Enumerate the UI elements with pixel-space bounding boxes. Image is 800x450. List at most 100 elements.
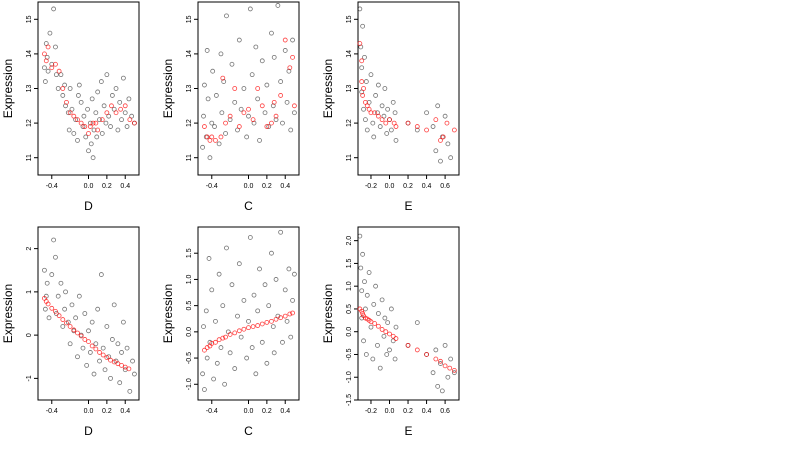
data-point-observed bbox=[83, 134, 89, 140]
data-point-fitted bbox=[45, 44, 51, 50]
data-point-fitted bbox=[60, 317, 66, 322]
data-point-observed bbox=[127, 388, 133, 394]
data-point-fitted bbox=[49, 65, 55, 71]
data-point-fitted bbox=[109, 103, 114, 109]
data-point-fitted bbox=[255, 323, 261, 328]
data-point-observed bbox=[109, 93, 115, 98]
data-point-fitted bbox=[390, 333, 396, 339]
x-tick-label: 0.4 bbox=[422, 408, 432, 415]
data-point-observed bbox=[216, 141, 222, 147]
data-point-observed bbox=[414, 320, 420, 326]
data-point-fitted bbox=[361, 86, 366, 91]
data-point-fitted bbox=[241, 326, 247, 332]
data-point-observed bbox=[438, 158, 443, 164]
data-point-fitted bbox=[122, 103, 128, 109]
y-axis-title: Expression bbox=[161, 284, 175, 343]
data-point-observed bbox=[66, 127, 72, 133]
data-point-fitted bbox=[132, 120, 137, 126]
data-point-fitted bbox=[93, 120, 99, 126]
data-point-observed bbox=[98, 272, 104, 277]
y-tick-label: 14 bbox=[26, 50, 33, 58]
y-tick-label: 12 bbox=[346, 119, 353, 127]
data-point-fitted bbox=[405, 342, 411, 348]
data-point-observed bbox=[202, 387, 207, 392]
data-point-observed bbox=[377, 124, 383, 129]
data-point-observed bbox=[448, 155, 454, 161]
y-tick-label: 1.5 bbox=[346, 258, 353, 268]
data-point-observed bbox=[220, 303, 226, 309]
data-point-observed bbox=[275, 3, 281, 8]
data-point-observed bbox=[445, 374, 451, 380]
data-point-observed bbox=[103, 120, 109, 126]
data-point-observed bbox=[379, 297, 385, 303]
data-point-observed bbox=[390, 99, 396, 105]
data-point-fitted bbox=[372, 110, 378, 116]
data-point-observed bbox=[120, 75, 126, 81]
data-point-observed bbox=[370, 356, 376, 362]
data-point-observed bbox=[67, 341, 73, 347]
data-point-fitted bbox=[379, 117, 385, 123]
data-point-observed bbox=[266, 124, 272, 129]
data-point-fitted bbox=[259, 321, 265, 327]
data-point-observed bbox=[58, 280, 64, 286]
data-point-fitted bbox=[282, 37, 288, 43]
data-point-fitted bbox=[375, 113, 381, 119]
x-tick-label: 0.4 bbox=[120, 408, 130, 415]
data-point-observed bbox=[451, 370, 457, 376]
data-point-fitted bbox=[89, 343, 95, 349]
y-tick-label: -0.5 bbox=[186, 352, 193, 364]
data-point-fitted bbox=[104, 355, 110, 361]
data-point-observed bbox=[255, 96, 261, 102]
data-point-observed bbox=[438, 361, 443, 366]
data-point-observed bbox=[229, 61, 235, 67]
data-point-observed bbox=[392, 110, 398, 116]
data-point-observed bbox=[93, 341, 99, 347]
data-point-observed bbox=[361, 338, 366, 344]
data-point-observed bbox=[218, 51, 224, 57]
data-point-fitted bbox=[118, 106, 124, 112]
y-tick-label: 0.0 bbox=[346, 327, 353, 337]
plot-frame bbox=[197, 226, 300, 401]
data-point-observed bbox=[271, 350, 277, 356]
data-point-fitted bbox=[213, 339, 218, 345]
data-point-observed bbox=[362, 279, 367, 285]
data-point-observed bbox=[119, 350, 124, 355]
data-point-fitted bbox=[75, 330, 80, 336]
data-point-fitted bbox=[442, 363, 448, 369]
data-point-fitted bbox=[213, 137, 218, 143]
data-point-fitted bbox=[227, 332, 233, 337]
data-point-observed bbox=[76, 82, 82, 88]
data-point-fitted bbox=[440, 134, 446, 140]
data-point-observed bbox=[284, 318, 290, 324]
data-point-observed bbox=[98, 79, 104, 84]
data-point-fitted bbox=[393, 124, 399, 129]
data-point-fitted bbox=[202, 347, 207, 353]
data-point-observed bbox=[47, 30, 53, 36]
data-point-fitted bbox=[372, 321, 378, 326]
data-point-observed bbox=[249, 345, 255, 350]
data-point-observed bbox=[224, 13, 229, 19]
data-point-observed bbox=[232, 99, 238, 105]
data-point-observed bbox=[117, 99, 123, 105]
data-point-observed bbox=[60, 324, 66, 329]
x-tick-label: -0.4 bbox=[46, 408, 58, 415]
data-point-fitted bbox=[287, 65, 293, 71]
data-point-fitted bbox=[93, 346, 99, 352]
x-tick-label: 0.2 bbox=[262, 183, 272, 190]
data-point-observed bbox=[363, 117, 368, 123]
data-point-fitted bbox=[53, 308, 58, 314]
x-axis-title: E bbox=[404, 199, 412, 213]
data-point-observed bbox=[269, 30, 274, 36]
data-point-observed bbox=[262, 110, 268, 116]
data-point-observed bbox=[222, 381, 228, 387]
data-point-fitted bbox=[357, 41, 363, 46]
x-tick-label: 0.2 bbox=[262, 408, 272, 415]
data-point-observed bbox=[122, 110, 128, 116]
data-point-observed bbox=[102, 367, 108, 373]
data-point-observed bbox=[51, 237, 57, 243]
data-point-observed bbox=[97, 358, 102, 364]
data-point-observed bbox=[124, 124, 130, 129]
data-point-observed bbox=[87, 120, 93, 126]
data-point-observed bbox=[76, 93, 81, 98]
chart-panel-1: -0.4 0.0 0.2 0.4 11 12 13 14 15 D Expression bbox=[1, 1, 140, 213]
